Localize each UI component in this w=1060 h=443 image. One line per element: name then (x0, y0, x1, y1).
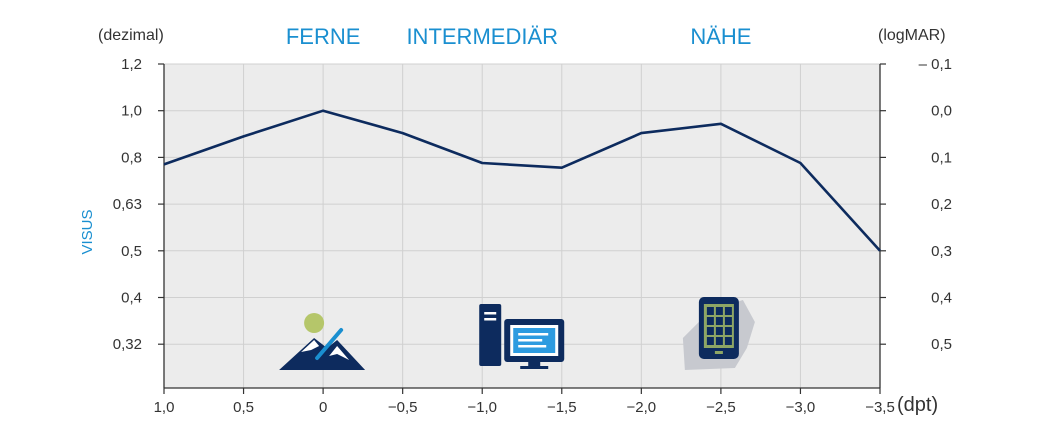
x-tick-label: −1,5 (547, 399, 577, 416)
icons (279, 297, 755, 370)
y-left-tick-label: 1,0 (121, 103, 142, 120)
x-tick-label: −0,5 (388, 399, 418, 416)
x-tick-label: −3,0 (786, 399, 816, 416)
x-tick-label: 1,0 (154, 399, 175, 416)
x-tick-label: −2,0 (627, 399, 657, 416)
zone-label: INTERMEDIÄR (406, 24, 558, 49)
chart-labels: (dezimal) (logMAR) VISUS (dpt) FERNE INTE… (79, 24, 946, 416)
y-right-tick-label: 0,0 (931, 103, 952, 120)
y-right-tick-label: 0,3 (931, 243, 952, 260)
computer-icon (479, 304, 565, 369)
y-left-tick-label: 0,32 (113, 336, 142, 353)
x-tick-label: −3,5 (865, 399, 895, 416)
x-tick-label: −1,0 (467, 399, 497, 416)
x-tick-label: 0 (319, 399, 327, 416)
smartphone-icon (682, 297, 755, 370)
y-left-unit-label: (dezimal) (98, 27, 164, 44)
y-right-tick-label: 0,1 (931, 149, 952, 166)
y-right-tick-label: 0,5 (931, 336, 952, 353)
zone-label: FERNE (286, 24, 361, 49)
y-right-tick-label: 0,2 (931, 196, 952, 213)
y-left-tick-label: 0,4 (121, 290, 142, 307)
x-unit-label: (dpt) (897, 394, 938, 416)
zone-label: NÄHE (690, 24, 751, 49)
series-line (163, 109, 881, 252)
axes (163, 64, 881, 389)
y-right-tick-label: – 0,1 (919, 56, 952, 73)
y-left-tick-label: 1,2 (121, 56, 142, 73)
x-tick-label: 0,5 (233, 399, 254, 416)
y-left-tick-label: 0,63 (113, 196, 142, 213)
y-axis-title: VISUS (79, 209, 96, 254)
series (163, 109, 881, 252)
y-left-tick-label: 0,5 (121, 243, 142, 260)
axis-ticks: 1,2 – 0,1 1,0 0,0 0,8 0,1 0,63 0,2 0,5 0,3 0,4 0,4 0… (113, 56, 952, 416)
y-left-tick-label: 0,8 (121, 149, 142, 166)
x-tick-label: −2,5 (706, 399, 736, 416)
mountain-icon (279, 313, 366, 370)
y-right-unit-label: (logMAR) (878, 27, 946, 44)
y-right-tick-label: 0,4 (931, 290, 952, 307)
